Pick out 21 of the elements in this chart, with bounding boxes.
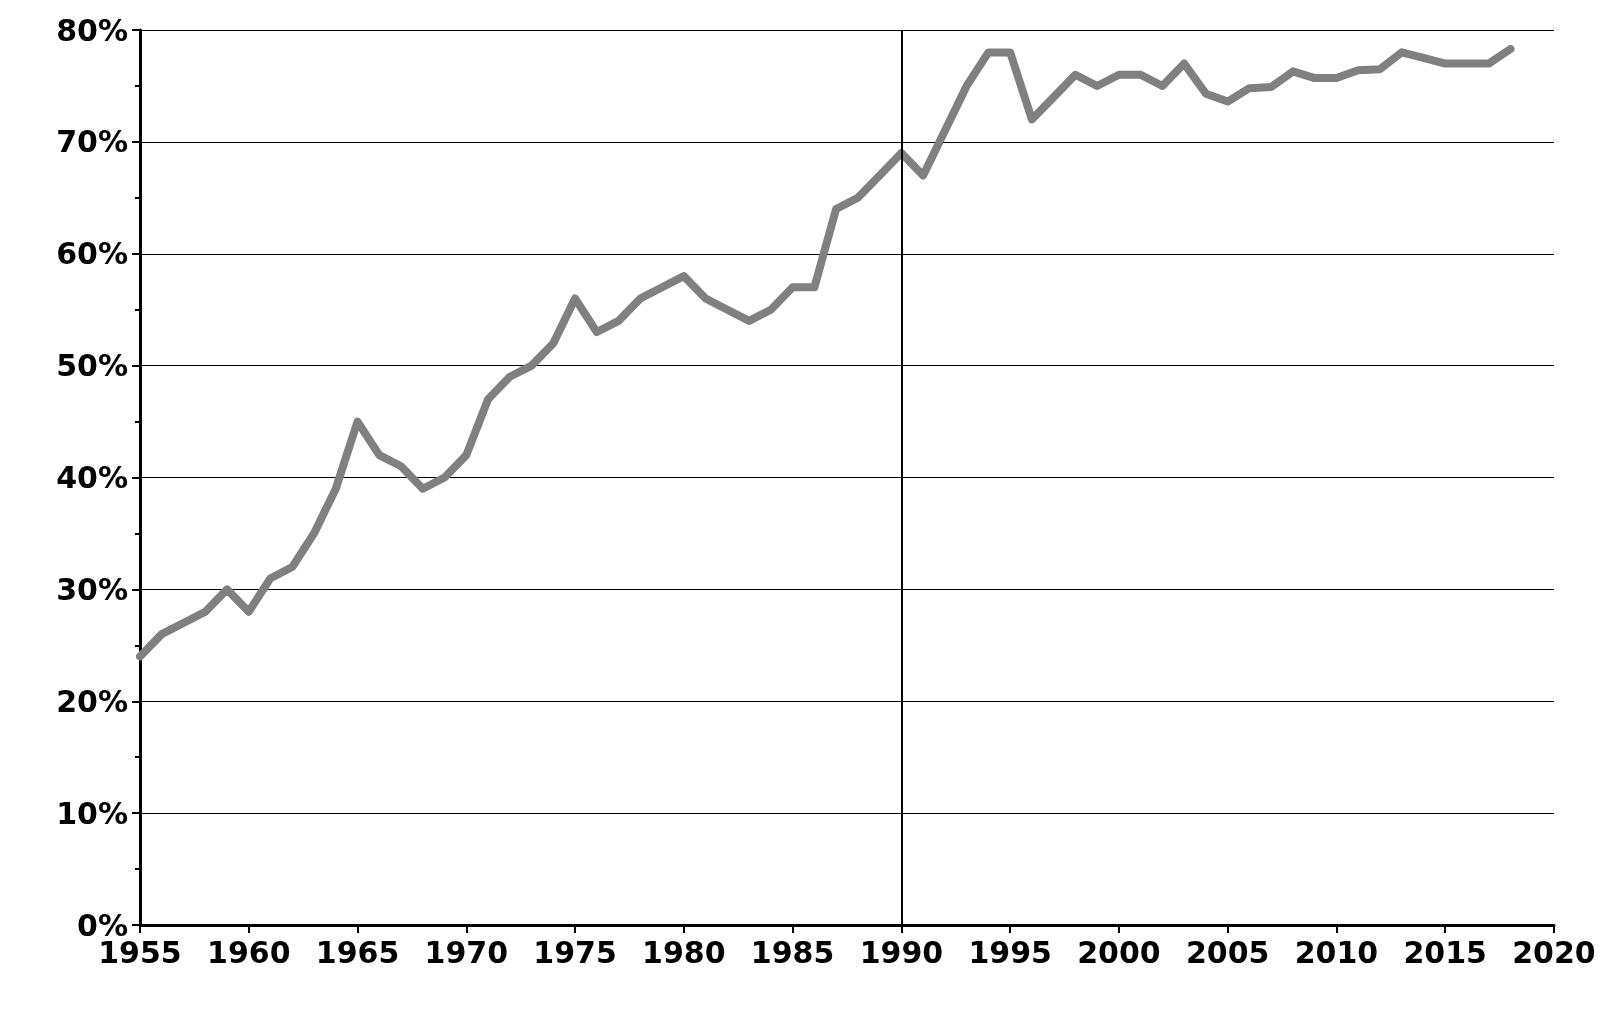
x-tick-label: 2015 [1403, 934, 1487, 970]
x-tick-label: 1970 [424, 934, 509, 970]
y-tick-label: 40% [56, 460, 128, 495]
x-tick-label: 2010 [1294, 934, 1379, 970]
y-tick-label: 60% [56, 236, 128, 272]
x-tick-label: 2000 [1077, 934, 1161, 970]
x-tick-label: 1975 [533, 934, 617, 970]
x-tick-label: 2020 [1512, 934, 1596, 970]
y-tick-label: 30% [56, 571, 128, 607]
x-tick-label: 1980 [642, 934, 726, 970]
x-tick-label: 1985 [750, 934, 835, 970]
y-tick-label: 20% [56, 683, 128, 719]
x-tick-label: 1960 [207, 934, 291, 970]
x-tick-label: 2005 [1185, 934, 1270, 970]
y-tick-label: 50% [56, 348, 128, 384]
y-tick-label: 10% [56, 795, 128, 831]
y-tick-label: 80% [56, 12, 128, 48]
x-tick-label: 1990 [859, 934, 944, 970]
x-tick-label: 1995 [968, 934, 1052, 970]
y-tick-label: 70% [56, 124, 128, 160]
x-tick-label: 1965 [315, 934, 400, 970]
